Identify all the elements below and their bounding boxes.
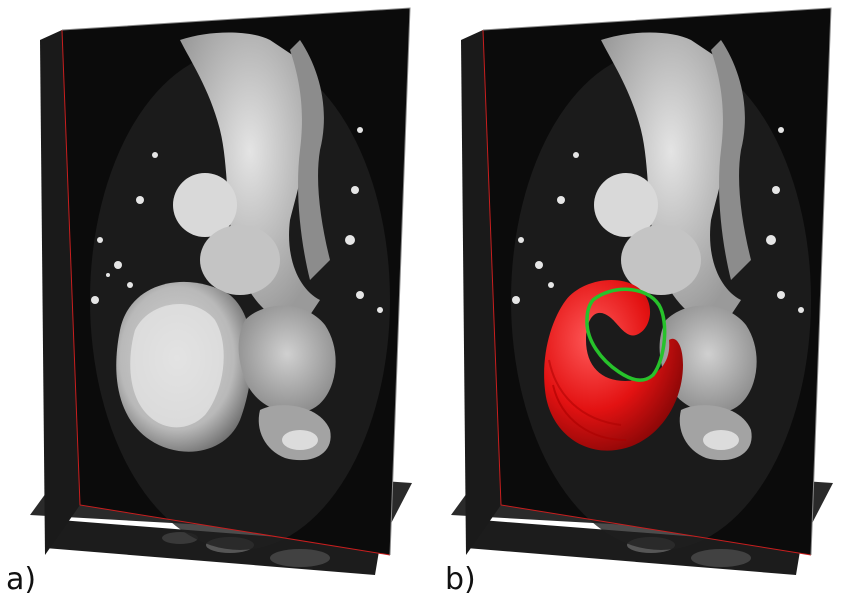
ventricle	[238, 305, 336, 414]
vessel-cross-section	[173, 173, 237, 237]
mri-3d-view-a	[30, 7, 412, 575]
plane-edge	[482, 29, 812, 556]
ventricle	[659, 305, 757, 414]
aorta	[180, 32, 320, 330]
panel-a: a)	[6, 7, 412, 597]
plane-edge	[61, 29, 391, 556]
vessel-cross-section	[594, 173, 658, 237]
contour-outline	[585, 287, 667, 382]
mri-3d-view-b	[451, 7, 833, 575]
panel-label-b: b)	[445, 562, 476, 597]
aorta	[601, 32, 741, 330]
panel-label-a: a)	[6, 562, 37, 597]
panel-b: b)	[421, 0, 842, 598]
sagittal-slice	[40, 30, 80, 555]
sagittal-slice	[461, 30, 501, 555]
